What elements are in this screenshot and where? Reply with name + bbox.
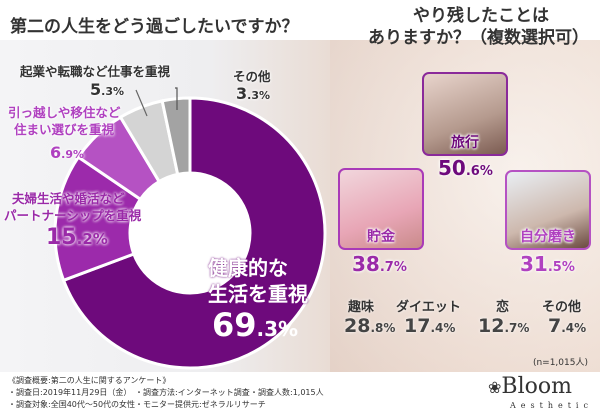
stat-hobby: 趣味 28.8% <box>344 300 396 337</box>
survey-heading: 《調査概要:第二の人生に関するアンケート》 <box>8 376 171 385</box>
donut-slice-1 <box>53 155 143 283</box>
survey-target: ・調査対象:全国40代〜50代の女性 <box>8 400 136 409</box>
survey-provider: ・モニター提供元:ゼネラルリサーチ <box>135 400 266 409</box>
label-health: 健康的な 生活を重視 <box>208 256 308 306</box>
value-partner: 15.2% <box>46 225 108 250</box>
photo-travel: 旅行 <box>422 72 508 156</box>
value-self-improvement: 31.5% <box>520 252 575 276</box>
value-work: 5.3% <box>90 80 124 99</box>
stat-love: 恋 12.7% <box>478 300 530 337</box>
photo-travel-label: 旅行 <box>451 135 479 151</box>
value-home: 6.9% <box>50 143 84 162</box>
photo-savings-label: 貯金 <box>367 229 395 245</box>
value-travel: 50.6% <box>438 156 493 180</box>
survey-method: ・調査方法:インターネット調査 <box>135 388 250 397</box>
stat-diet: ダイエット 17.4% <box>396 300 461 337</box>
survey-count: ・調査人数:1,015人 <box>250 388 324 397</box>
photo-self-improvement: 自分磨き <box>505 170 591 250</box>
photo-savings: 貯金 <box>338 168 424 250</box>
survey-date: ・調査日:2019年11月29日（金） <box>8 388 132 397</box>
sample-size-note: (n=1,015人) <box>532 358 588 368</box>
right-title: やり残したことは ありますか？（複数選択可） <box>368 5 589 49</box>
photo-self-improvement-label: 自分磨き <box>520 229 576 245</box>
value-savings: 38.7% <box>352 252 407 276</box>
stat-other: その他 7.4% <box>542 300 587 337</box>
footer: 《調査概要:第二の人生に関するアンケート》 ・調査日:2019年11月29日（金… <box>0 372 600 416</box>
label-home: 引っ越しや移住など 住まい選びを重視 <box>8 105 121 137</box>
label-other: その他 <box>233 69 271 84</box>
right-title-line2: ありますか？（複数選択可） <box>368 28 589 48</box>
donut-slice-0 <box>61 96 327 370</box>
donut-slice-4 <box>160 96 192 177</box>
donut-hole <box>131 174 249 292</box>
left-title: 第二の人生をどう過ごしたいですか？ <box>10 17 299 37</box>
label-partner: 夫婦生活や婚活など パートナーシップを重視 <box>4 191 142 223</box>
label-work: 起業や転職など仕事を重視 <box>20 64 171 79</box>
value-health: 69.3% <box>212 306 299 344</box>
value-other: 3.3% <box>236 84 270 103</box>
leader-line-other <box>175 87 178 110</box>
bloom-logo: ❀Bloom <box>488 374 572 399</box>
flower-icon: ❀ <box>488 378 502 397</box>
leader-line-work <box>135 89 148 117</box>
right-title-line1: やり残したことは <box>413 6 549 26</box>
bloom-logo-sub: Aesthetic <box>510 401 593 410</box>
